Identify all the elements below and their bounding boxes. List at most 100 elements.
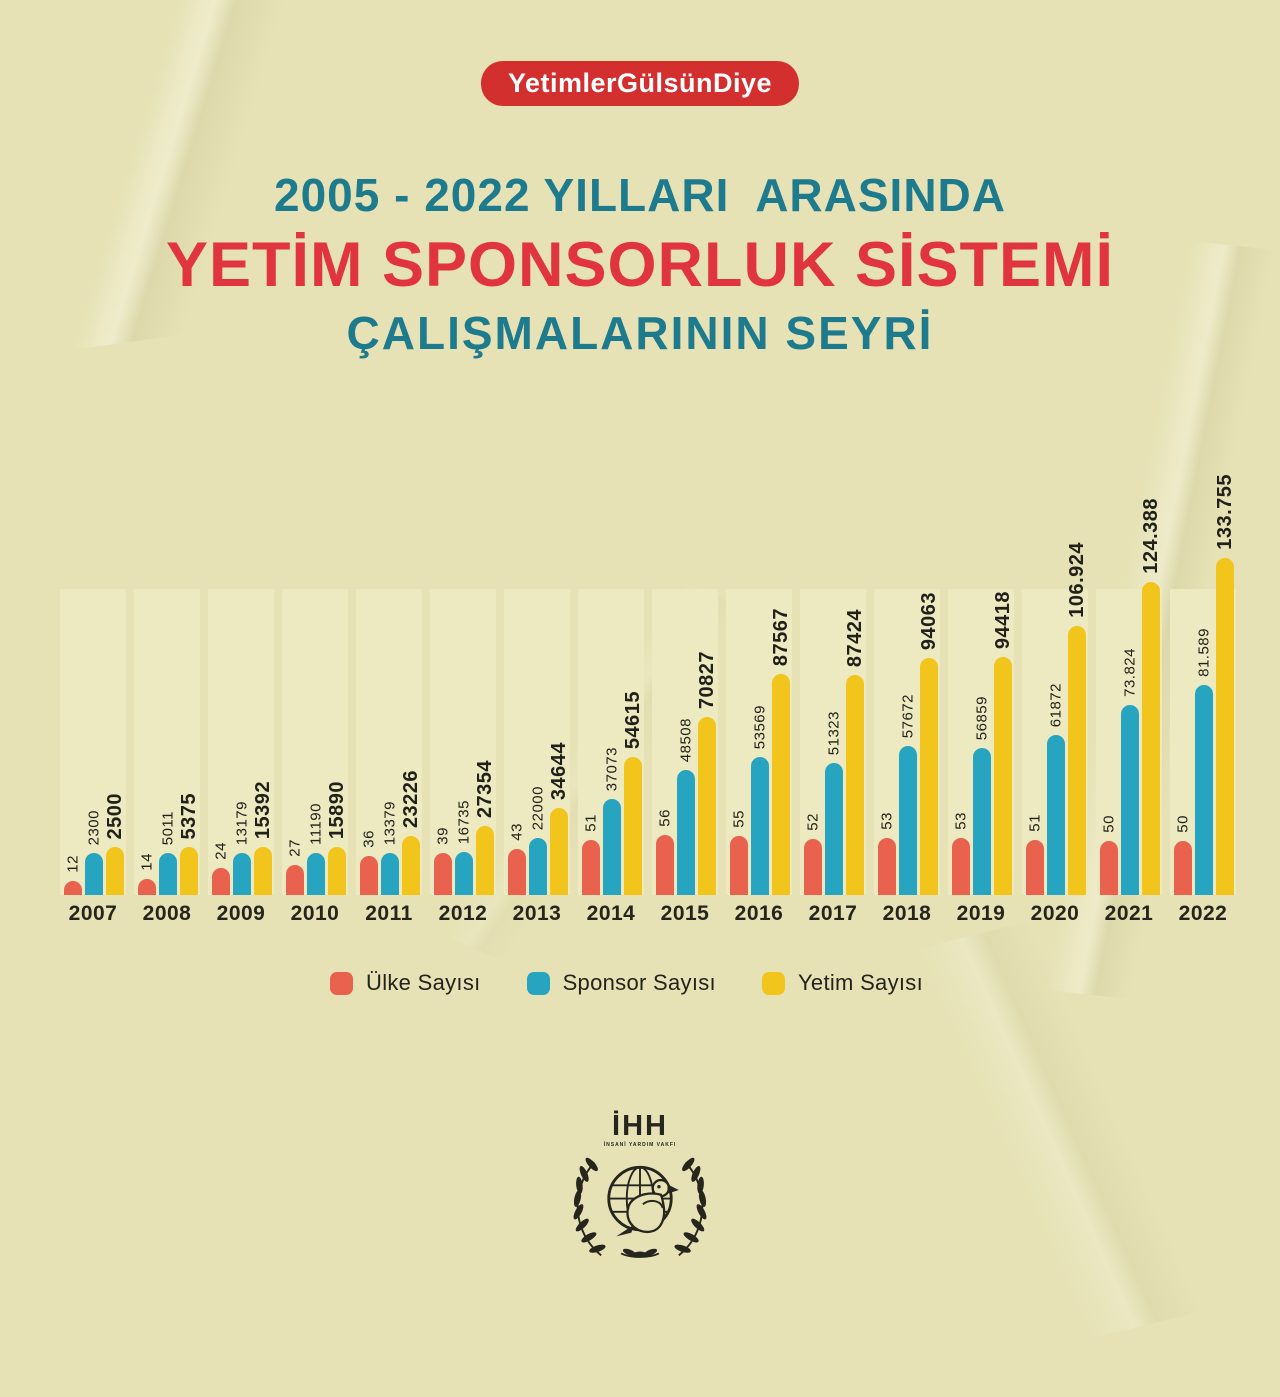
bar-yetim	[476, 826, 494, 895]
bar-value-label: 13379	[381, 800, 399, 845]
year-label: 2014	[586, 902, 636, 925]
bar-sponsor	[825, 763, 843, 895]
bar-value-label: 2500	[104, 792, 126, 840]
year-label: 2021	[1104, 902, 1154, 925]
bar-yetim	[328, 847, 346, 895]
bar-value-label: 56859	[973, 695, 991, 740]
chart-column-2018: 53 57672 94063 2018	[874, 430, 940, 925]
bar-sponsor	[1195, 685, 1213, 895]
ihh-emblem-icon	[573, 1157, 707, 1258]
bar-yetim	[920, 658, 938, 895]
bar-ulke	[64, 881, 82, 895]
bar-ulke	[212, 868, 230, 895]
bar-value-label: 36	[360, 830, 378, 848]
bar-value-label: 13179	[233, 800, 251, 845]
legend-item-sponsor: Sponsor Sayısı	[526, 970, 716, 996]
bar-ulke	[286, 865, 304, 895]
bar-ulke	[1100, 841, 1118, 895]
bar-value-label: 87424	[844, 608, 866, 667]
column-panel	[208, 589, 274, 895]
chart-column-2010: 27 11190 15890 2010	[282, 430, 348, 925]
year-label: 2015	[660, 902, 710, 925]
bar-yetim	[772, 674, 790, 895]
year-label: 2009	[216, 902, 266, 925]
bar-ulke	[582, 840, 600, 895]
year-label: 2010	[290, 902, 340, 925]
bar-yetim	[254, 847, 272, 895]
legend-item-yetim: Yetim Sayısı	[761, 970, 923, 996]
chart-column-2015: 56 48508 70827 2015	[652, 430, 718, 925]
bar-value-label: 16735	[455, 799, 473, 844]
ihh-logo-subtext: İNSANİ YARDIM VAKFI	[603, 1142, 677, 1148]
bar-value-label: 14	[138, 853, 156, 871]
bar-yetim	[698, 717, 716, 895]
bar-value-label: 124.388	[1140, 498, 1162, 574]
bar-value-label: 5011	[159, 810, 177, 845]
bar-sponsor	[603, 799, 621, 895]
bar-value-label: 54615	[622, 690, 644, 749]
page-title: 2005 - 2022 YILLARI ARASINDA YETİM SPONS…	[0, 168, 1280, 361]
year-label: 2008	[142, 902, 192, 925]
bar-yetim	[106, 847, 124, 895]
bar-value-label: 34644	[548, 741, 570, 800]
bar-yetim	[1142, 582, 1160, 895]
bar-value-label: 53569	[751, 704, 769, 749]
bar-sponsor	[1047, 735, 1065, 895]
chart-column-2009: 24 13179 15392 2009	[208, 430, 274, 925]
year-label: 2011	[365, 902, 413, 925]
year-label: 2017	[808, 902, 858, 925]
bar-value-label: 51	[1026, 814, 1044, 832]
column-panel	[60, 589, 126, 895]
year-label: 2012	[438, 902, 488, 925]
dove-icon	[616, 1178, 679, 1237]
bar-value-label: 133.755	[1214, 474, 1236, 550]
bar-value-label: 94063	[918, 591, 940, 650]
bar-ulke	[434, 853, 452, 895]
bar-value-label: 87567	[770, 607, 792, 666]
bar-value-label: 50	[1100, 815, 1118, 833]
bar-yetim	[1068, 626, 1086, 895]
bar-sponsor	[381, 853, 399, 895]
legend-label: Ülke Sayısı	[366, 970, 481, 995]
bar-yetim	[846, 675, 864, 895]
chart-column-2013: 43 22000 34644 2013	[504, 430, 570, 925]
bar-value-label: 70827	[696, 650, 718, 709]
chart-column-2021: 50 73.824 124.388 2021	[1096, 430, 1162, 925]
bar-value-label: 52	[804, 813, 822, 831]
chart-column-2008: 14 5011 5375 2008	[134, 430, 200, 925]
bar-value-label: 2300	[85, 809, 103, 845]
bar-value-label: 15890	[326, 780, 348, 839]
bar-sponsor	[307, 853, 325, 895]
bar-sponsor	[1121, 705, 1139, 895]
bar-value-label: 81.589	[1195, 628, 1213, 677]
bar-value-label: 48508	[677, 717, 695, 762]
bar-value-label: 61872	[1047, 682, 1065, 727]
campaign-badge: YetimlerGülsünDiye	[480, 61, 800, 106]
bar-value-label: 24	[212, 842, 230, 860]
chart-legend: Ülke Sayısı Sponsor Sayısı Yetim Sayısı	[330, 970, 923, 996]
legend-swatch-yetim	[761, 971, 785, 995]
bar-sponsor	[159, 853, 177, 895]
bar-sponsor	[529, 838, 547, 895]
bar-value-label: 5375	[178, 792, 200, 840]
bar-value-label: 51	[582, 814, 600, 832]
column-panel	[134, 589, 200, 895]
bar-ulke	[508, 849, 526, 895]
legend-item-ulke: Ülke Sayısı	[330, 970, 481, 996]
chart-column-2016: 55 53569 87567 2016	[726, 430, 792, 925]
bar-yetim	[180, 847, 198, 895]
bar-value-label: 53	[878, 812, 896, 830]
bar-yetim	[1216, 558, 1234, 895]
bar-ulke	[952, 838, 970, 895]
ihh-logo-text: İHH	[612, 1110, 668, 1142]
chart-column-2007: 12 2300 2500 2007	[60, 430, 126, 925]
bar-value-label: 43	[508, 823, 526, 841]
bar-chart: 12 2300 2500 2007 14 5011 5375 2008 24 13179 15392…	[60, 430, 1236, 925]
bar-ulke	[1174, 841, 1192, 895]
title-line-main: YETİM SPONSORLUK SİSTEMİ	[165, 230, 1115, 301]
year-label: 2013	[512, 902, 562, 925]
bar-sponsor	[899, 746, 917, 895]
paper-crease	[756, 863, 1280, 1397]
title-line-years: 2005 - 2022 YILLARI ARASINDA	[273, 169, 1006, 221]
bar-value-label: 57672	[899, 693, 917, 738]
